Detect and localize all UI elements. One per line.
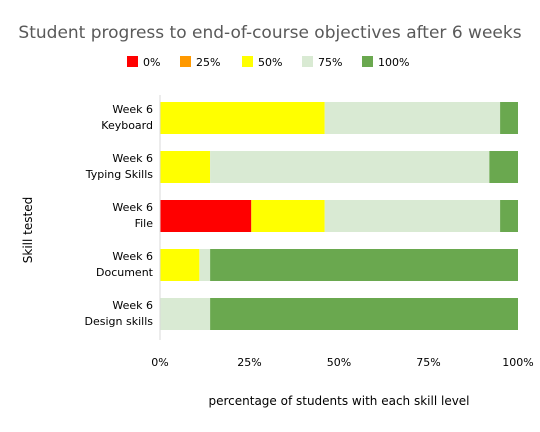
category-label-2-0: Week 6 [112,201,153,214]
category-label-1-0: Week 6 [112,152,153,165]
bar-2-series-3 [324,200,501,232]
bar-1-series-4 [489,151,518,183]
category-label-1-1: Typing Skills [85,168,154,181]
legend-label-2: 50% [258,56,282,69]
bar-1-series-3 [210,151,490,183]
bar-4-series-3 [160,298,211,330]
bar-2-series-2 [251,200,325,232]
chart-title: Student progress to end-of-course object… [18,23,521,43]
bar-1-series-2 [160,151,211,183]
bars [160,102,518,330]
x-axis-label: percentage of students with each skill l… [208,394,469,408]
legend-label-3: 75% [318,56,342,69]
category-labels: Week 6 Keyboard Week 6 Typing Skills Week 6 F… [85,103,154,328]
legend-swatch-2 [242,56,253,67]
x-tick-2: 50% [327,356,351,369]
bar-2-series-4 [500,200,518,232]
category-label-4-0: Week 6 [112,299,153,312]
bar-0-series-4 [500,102,518,134]
legend-label-4: 100% [378,56,409,69]
legend-label-1: 25% [196,56,220,69]
legend: 0% 25% 50% 75% 100% [127,56,409,69]
category-label-0-0: Week 6 [112,103,153,116]
category-label-2-1: File [135,217,154,230]
x-axis-ticks: 0% 25% 50% 75% 100% [151,356,533,369]
bar-2-series-0 [160,200,252,232]
legend-swatch-0 [127,56,138,67]
x-tick-3: 75% [416,356,440,369]
x-tick-0: 0% [151,356,168,369]
bar-3-series-4 [210,249,518,281]
legend-label-0: 0% [143,56,160,69]
bar-3-series-2 [160,249,200,281]
category-label-3-1: Document [96,266,154,279]
y-axis-label: Skill tested [21,197,35,263]
x-tick-1: 25% [237,356,261,369]
bar-3-series-3 [199,249,211,281]
bar-0-series-2 [160,102,325,134]
x-tick-4: 100% [502,356,533,369]
category-label-0-1: Keyboard [101,119,153,132]
legend-swatch-4 [362,56,373,67]
category-label-4-1: Design skills [85,315,154,328]
bar-4-series-4 [210,298,518,330]
legend-swatch-1 [180,56,191,67]
category-label-3-0: Week 6 [112,250,153,263]
legend-swatch-3 [302,56,313,67]
bar-0-series-3 [324,102,501,134]
